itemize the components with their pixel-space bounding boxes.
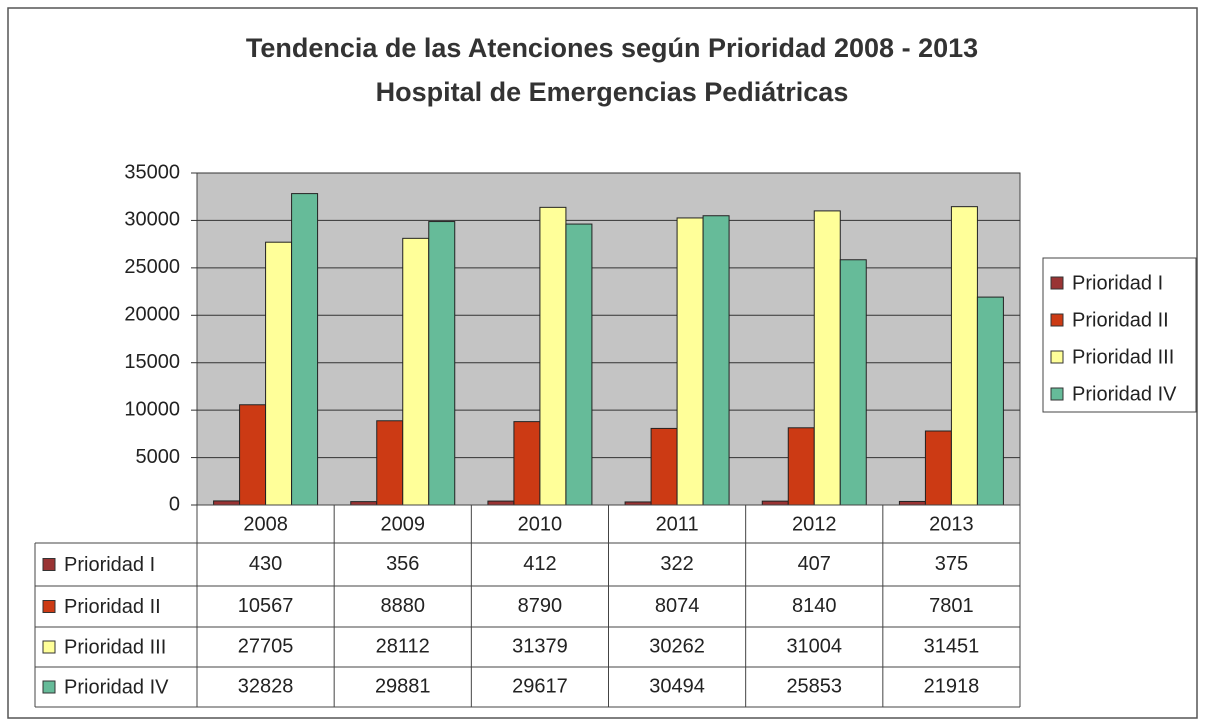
table-cell: 8140 — [792, 595, 837, 617]
bar — [650, 427, 678, 506]
table-legend-swatch — [42, 640, 56, 654]
y-tick-label: 0 — [169, 493, 180, 515]
table-cell: 375 — [935, 553, 968, 575]
bar — [513, 421, 541, 506]
table-row-label: Prioridad II — [64, 596, 161, 618]
x-tick-label: 2008 — [243, 513, 288, 535]
bar — [702, 215, 730, 506]
bar — [676, 217, 704, 506]
table-legend-swatch — [42, 680, 56, 694]
bar — [350, 501, 378, 506]
table-row-label: Prioridad IV — [64, 676, 169, 698]
bar — [813, 210, 841, 506]
chart-subtitle: Hospital de Emergencias Pediátricas — [376, 77, 849, 107]
y-tick-label: 20000 — [124, 304, 180, 326]
bar — [402, 237, 430, 506]
table-cell: 32828 — [238, 675, 294, 697]
legend-label: Prioridad IV — [1072, 383, 1177, 405]
table-cell: 29617 — [512, 675, 568, 697]
bar — [787, 427, 815, 506]
table-cell: 407 — [798, 553, 831, 575]
table-cell: 27705 — [238, 635, 294, 657]
x-tick-label: 2010 — [518, 513, 563, 535]
legend-swatch — [1050, 350, 1064, 364]
table-cell: 25853 — [786, 675, 842, 697]
bar — [976, 296, 1004, 506]
table-cell: 21918 — [924, 675, 980, 697]
bar — [291, 193, 319, 506]
bar — [761, 500, 789, 506]
x-tick-label: 2009 — [381, 513, 426, 535]
bar — [924, 430, 952, 506]
table-cell: 8074 — [655, 595, 700, 617]
bar — [487, 500, 515, 506]
legend-label: Prioridad II — [1072, 309, 1169, 331]
legend-swatch — [1050, 387, 1064, 401]
y-tick-label: 5000 — [136, 446, 181, 468]
table-cell: 10567 — [238, 595, 294, 617]
table-cell: 356 — [386, 553, 419, 575]
legend-label: Prioridad I — [1072, 272, 1163, 294]
table-cell: 430 — [249, 553, 282, 575]
table-cell: 8880 — [381, 595, 426, 617]
x-tick-label: 2012 — [792, 513, 837, 535]
table-legend-swatch — [42, 600, 56, 613]
bar — [839, 259, 867, 506]
table-row-label: Prioridad III — [64, 636, 166, 658]
bar — [539, 206, 567, 506]
table-cell: 31451 — [924, 635, 980, 657]
bar — [565, 223, 593, 506]
legend-label: Prioridad III — [1072, 346, 1174, 368]
table-row-label: Prioridad I — [64, 554, 155, 576]
bar — [265, 241, 293, 506]
y-tick-label: 35000 — [124, 161, 180, 183]
y-tick-label: 25000 — [124, 256, 180, 278]
y-tick-label: 15000 — [124, 351, 180, 373]
bar — [950, 206, 978, 506]
table-cell: 31379 — [512, 635, 568, 657]
table-cell: 8790 — [518, 595, 563, 617]
table-cell: 28112 — [376, 635, 430, 657]
table-cell: 29881 — [375, 675, 431, 697]
table-cell: 322 — [660, 553, 693, 575]
bar — [428, 221, 456, 506]
bar — [898, 500, 926, 506]
legend — [1042, 257, 1197, 413]
plot-area — [196, 172, 1021, 506]
table-cell: 7801 — [929, 595, 974, 617]
table-cell: 30494 — [649, 675, 705, 697]
legend-swatch — [1050, 313, 1064, 327]
y-tick-label: 10000 — [124, 398, 180, 420]
x-tick-label: 2011 — [656, 513, 699, 535]
table-legend-swatch — [42, 558, 56, 571]
bar — [239, 404, 267, 506]
legend-swatch — [1050, 276, 1064, 290]
table-cell: 412 — [523, 553, 556, 575]
y-tick-label: 30000 — [124, 209, 180, 231]
x-tick-label: 2013 — [929, 513, 974, 535]
table-cell: 30262 — [649, 635, 705, 657]
chart-title: Tendencia de las Atenciones según Priori… — [246, 33, 978, 63]
bar — [376, 420, 404, 506]
table-cell: 31004 — [786, 635, 842, 657]
bar — [213, 500, 241, 506]
